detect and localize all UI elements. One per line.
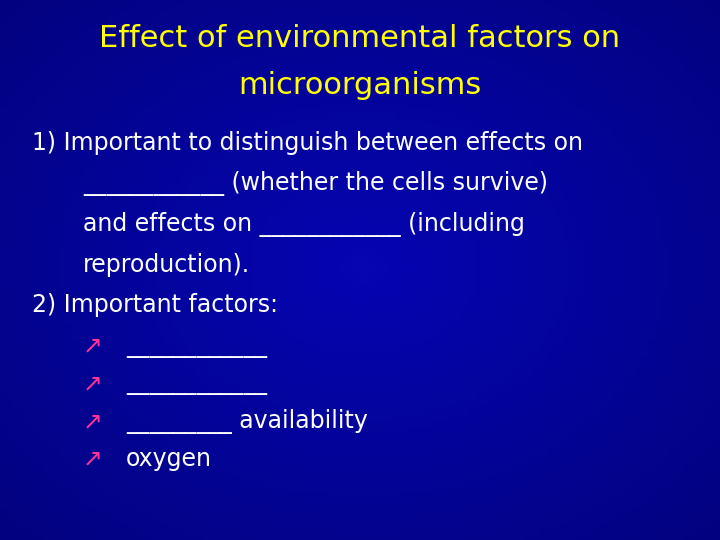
Text: _________ availability: _________ availability <box>126 409 368 434</box>
Text: ↗: ↗ <box>83 334 102 357</box>
Text: ↗: ↗ <box>83 409 102 433</box>
Text: reproduction).: reproduction). <box>83 253 250 276</box>
Text: 1) Important to distinguish between effects on: 1) Important to distinguish between effe… <box>32 131 583 155</box>
Text: ____________ (whether the cells survive): ____________ (whether the cells survive) <box>83 171 548 196</box>
Text: ____________: ____________ <box>126 372 267 395</box>
Text: and effects on ____________ (including: and effects on ____________ (including <box>83 212 525 237</box>
Text: microorganisms: microorganisms <box>238 71 482 100</box>
Text: oxygen: oxygen <box>126 447 212 471</box>
Text: Effect of environmental factors on: Effect of environmental factors on <box>99 24 621 53</box>
Text: ____________: ____________ <box>126 334 267 357</box>
Text: 2) Important factors:: 2) Important factors: <box>32 293 279 317</box>
Text: ↗: ↗ <box>83 372 102 395</box>
Text: ↗: ↗ <box>83 447 102 471</box>
